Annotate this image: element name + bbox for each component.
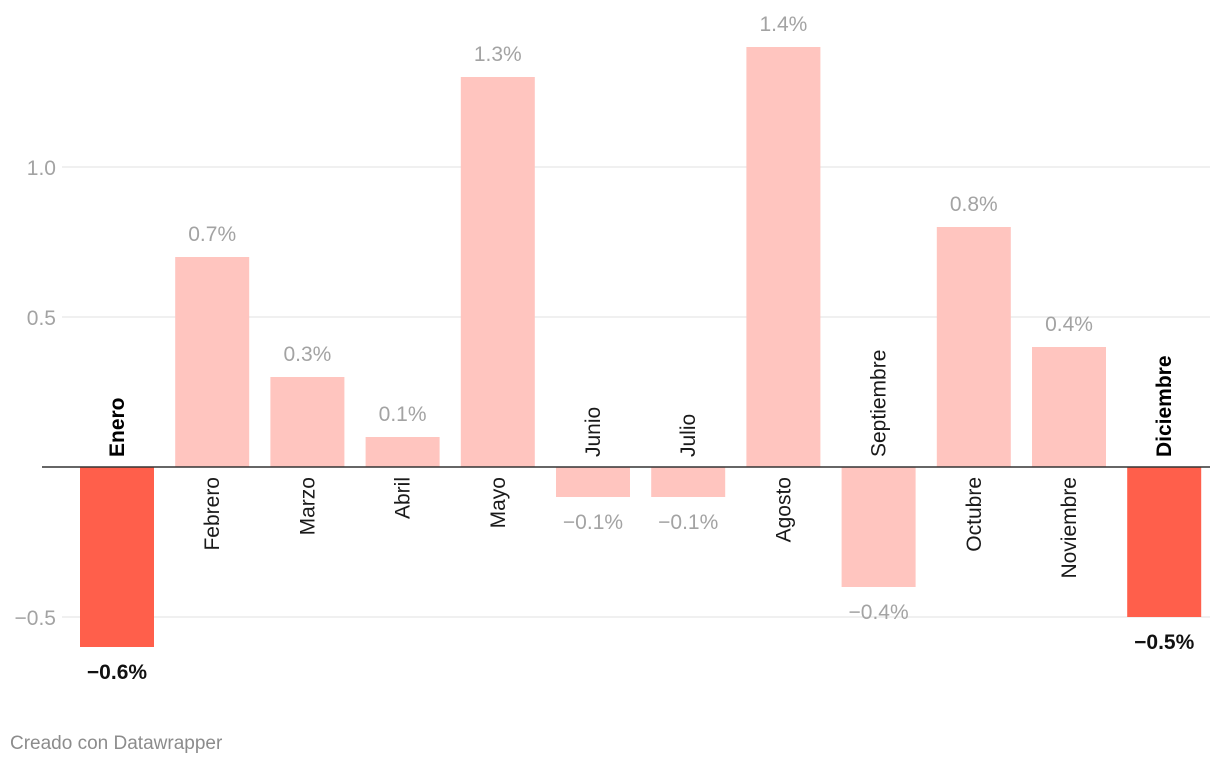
y-tick-label: 0.5 <box>27 307 56 330</box>
bar-abril <box>365 437 440 467</box>
footer-credit: Creado con Datawrapper <box>10 733 223 754</box>
category-label: Diciembre <box>1153 355 1176 457</box>
category-label: Octubre <box>963 477 986 552</box>
bar-noviembre <box>1032 347 1106 467</box>
bar-marzo <box>270 377 345 467</box>
value-label: −0.1% <box>563 511 623 534</box>
labels: −0.5 0.5 1.0 −0.6% Enero 0.7% Febrero 0.3% Marzo… <box>15 13 1195 684</box>
bar-agosto <box>746 47 821 467</box>
value-label: −0.1% <box>658 511 718 534</box>
value-label: −0.6% <box>87 661 147 684</box>
value-label: 0.4% <box>1045 313 1093 336</box>
category-label: Abril <box>392 477 415 519</box>
category-label: Septiembre <box>868 350 891 457</box>
value-label: −0.4% <box>849 601 909 624</box>
category-label: Febrero <box>201 477 224 551</box>
bar-enero <box>80 467 154 647</box>
category-label: Mayo <box>487 477 510 528</box>
value-label: 0.8% <box>950 193 998 216</box>
bar-julio <box>651 467 726 497</box>
y-tick-label: 1.0 <box>27 157 56 180</box>
bar-diciembre <box>1127 467 1202 617</box>
bar-febrero <box>175 257 250 467</box>
category-label: Noviembre <box>1058 477 1081 579</box>
bars <box>80 47 1202 647</box>
value-label: 0.1% <box>379 403 427 426</box>
value-label: −0.5% <box>1134 631 1194 654</box>
category-label: Marzo <box>296 477 319 535</box>
bar-octubre <box>936 227 1011 467</box>
value-label: 1.3% <box>474 43 522 66</box>
grid-lines <box>62 166 1210 618</box>
bar-mayo <box>460 77 535 467</box>
category-label: Julio <box>677 414 700 457</box>
value-label: 0.3% <box>283 343 331 366</box>
category-label: Agosto <box>772 477 795 542</box>
value-label: 1.4% <box>759 13 807 36</box>
bar-junio <box>556 467 630 497</box>
y-tick-label: −0.5 <box>15 607 56 630</box>
value-label: 0.7% <box>188 223 236 246</box>
category-label: Junio <box>582 407 605 457</box>
category-label: Enero <box>106 397 129 457</box>
bar-chart: −0.5 0.5 1.0 −0.6% Enero 0.7% Febrero 0.3% Marzo… <box>15 13 1210 684</box>
bar-septiembre <box>841 467 916 587</box>
